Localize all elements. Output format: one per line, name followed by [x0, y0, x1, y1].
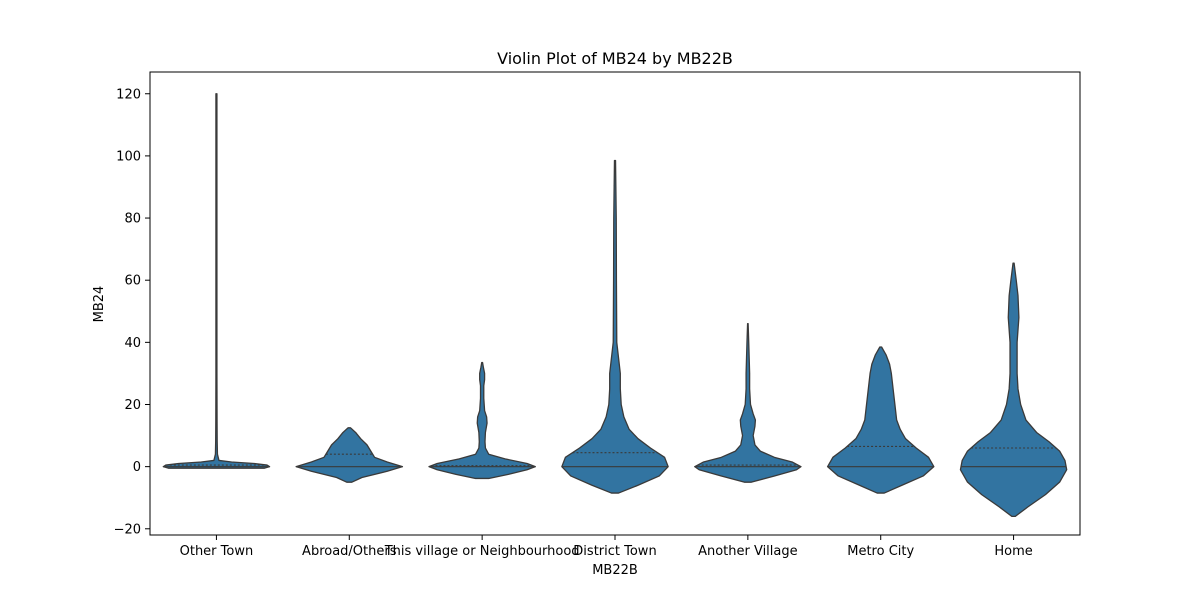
violin-4	[694, 323, 802, 483]
y-axis-title: MB24	[92, 286, 107, 323]
y-axis: −20 0 20 40 60 80 100 120	[114, 87, 150, 537]
violin-body	[162, 93, 271, 469]
y-tick-label: 20	[124, 398, 141, 413]
plot-area	[162, 93, 1068, 518]
y-tick-label: 0	[133, 460, 141, 475]
x-tick-label: Another Village	[698, 544, 798, 559]
violin-body	[959, 262, 1068, 518]
violin-6	[959, 262, 1068, 518]
violin-body	[694, 323, 802, 483]
x-tick-label: Metro City	[847, 544, 914, 559]
x-tick-label: This village or Neighbourhood	[384, 544, 580, 559]
x-tick-label: Other Town	[180, 544, 254, 559]
violin-2	[428, 361, 536, 480]
violin-body	[428, 361, 536, 480]
violin-body	[561, 159, 669, 494]
y-tick-label: −20	[114, 522, 141, 537]
x-tick-label: District Town	[573, 544, 656, 559]
y-tick-label: 120	[116, 87, 141, 102]
violin-body	[826, 346, 935, 494]
y-tick-label: 100	[116, 149, 141, 164]
violin-body	[295, 427, 404, 483]
violin-0	[162, 93, 271, 469]
y-tick-label: 80	[124, 212, 141, 227]
violin-1	[295, 427, 404, 483]
violin-5	[826, 346, 935, 494]
x-tick-label: Home	[994, 544, 1032, 559]
y-tick-label: 60	[124, 274, 141, 289]
x-tick-label: Abroad/Others	[302, 544, 397, 559]
y-tick-label: 40	[124, 336, 141, 351]
chart-title: Violin Plot of MB24 by MB22B	[497, 49, 733, 68]
violin-3	[561, 159, 669, 494]
x-axis-title: MB22B	[592, 563, 638, 578]
